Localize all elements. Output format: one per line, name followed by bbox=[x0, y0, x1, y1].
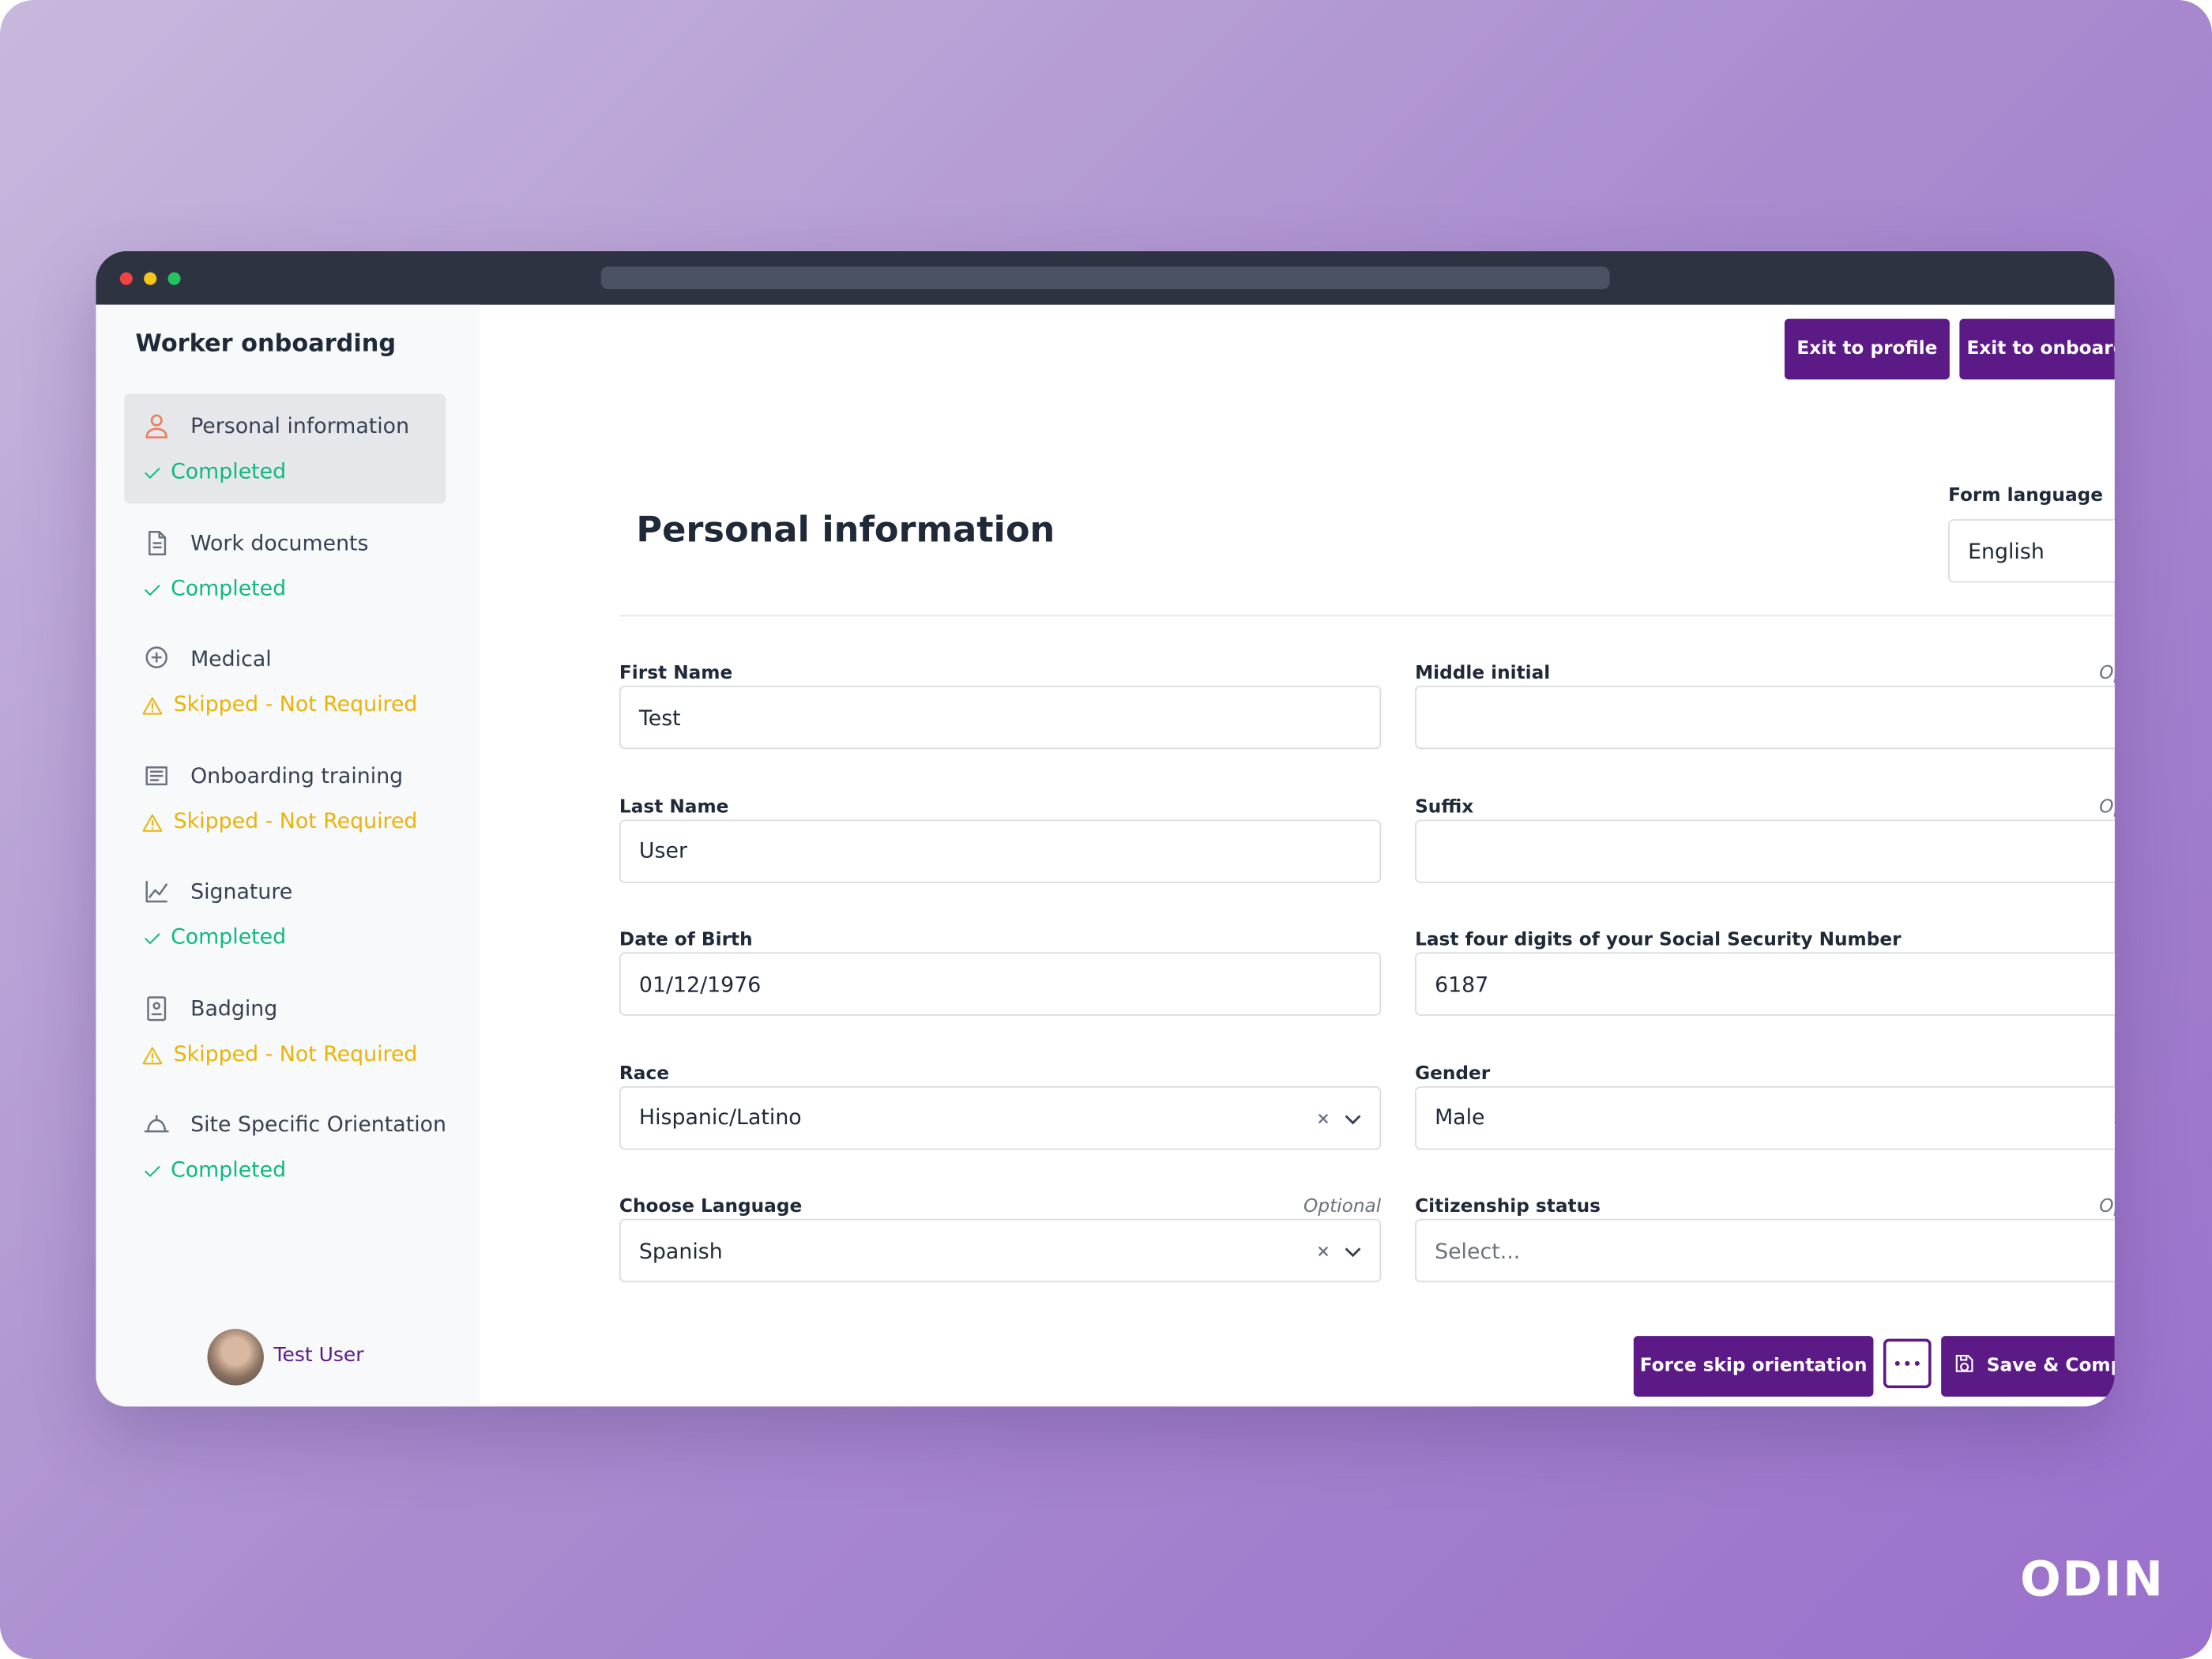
clear[interactable] bbox=[1315, 1104, 1331, 1138]
optional-note: Optional bbox=[2099, 663, 2115, 685]
select[interactable]: Male bbox=[1415, 1085, 2115, 1149]
field-label: Suffix bbox=[1415, 796, 1474, 818]
step-status: Completed bbox=[171, 458, 287, 484]
field-value: Hispanic/Latino bbox=[638, 1104, 802, 1130]
save-button[interactable]: Save & Complete bbox=[1941, 1336, 2115, 1397]
active-step bbox=[124, 393, 446, 504]
select[interactable]: Spanish bbox=[619, 1218, 1382, 1283]
field-label: Middle initial bbox=[1415, 663, 1551, 685]
header-button[interactable]: Exit to onboardings bbox=[1959, 318, 2115, 380]
step-status: Completed bbox=[171, 574, 287, 600]
header-button[interactable]: Exit to profile bbox=[1784, 318, 1950, 380]
step-status: Skipped - Not Required bbox=[173, 807, 418, 833]
step-icon bbox=[142, 412, 171, 446]
chevron bbox=[1343, 1104, 1363, 1138]
text-input[interactable]: 01/12/1976 bbox=[619, 952, 1382, 1016]
language-select[interactable]: English bbox=[1948, 519, 2115, 583]
browser-window: Worker onboarding Personal information Com… bbox=[96, 250, 2115, 1407]
step-label: Work documents bbox=[190, 529, 369, 555]
field-label: Race bbox=[619, 1063, 669, 1085]
field-label: First Name bbox=[619, 663, 733, 685]
step-status: Completed bbox=[171, 924, 287, 950]
placeholder: Select... bbox=[1435, 1237, 1521, 1264]
save-icon bbox=[1954, 1352, 1976, 1379]
step-label: Site Specific Orientation bbox=[190, 1112, 447, 1138]
text-input[interactable] bbox=[1415, 685, 2115, 750]
status-icon bbox=[141, 1044, 164, 1070]
step-status: Skipped - Not Required bbox=[173, 690, 418, 717]
field-value: Male bbox=[1435, 1104, 1485, 1130]
step-icon bbox=[142, 645, 171, 679]
text-input[interactable]: User bbox=[619, 818, 1382, 882]
user-name[interactable]: Test User bbox=[273, 1344, 364, 1367]
status-icon bbox=[141, 811, 164, 838]
step-icon bbox=[142, 1110, 171, 1144]
status-icon bbox=[141, 578, 164, 605]
clear[interactable] bbox=[1315, 1237, 1331, 1271]
avatar bbox=[207, 1329, 264, 1386]
language-value: English bbox=[1968, 538, 2045, 564]
step-label: Badging bbox=[190, 995, 278, 1021]
status-icon bbox=[141, 1161, 164, 1187]
status-icon bbox=[141, 694, 164, 721]
step-icon bbox=[142, 761, 171, 795]
status-icon bbox=[141, 927, 164, 954]
step-label: Personal information bbox=[190, 413, 410, 439]
divider bbox=[619, 615, 2115, 617]
title-bar bbox=[96, 250, 2115, 305]
text-input[interactable]: Test bbox=[619, 685, 1382, 750]
step-icon bbox=[142, 994, 171, 1028]
brand: ODIN bbox=[2020, 1552, 2165, 1608]
step-label: Onboarding training bbox=[190, 762, 404, 788]
dot bbox=[167, 272, 181, 285]
step-icon bbox=[142, 529, 171, 562]
action-button[interactable]: Force skip orientation bbox=[1633, 1336, 1874, 1397]
clear[interactable] bbox=[2110, 1104, 2115, 1138]
field-value: Test bbox=[638, 704, 681, 731]
select[interactable]: Select... bbox=[1415, 1218, 2115, 1283]
field-value: User bbox=[638, 837, 688, 863]
step-status: Completed bbox=[171, 1157, 287, 1183]
dot bbox=[119, 272, 133, 285]
field-label: Last four digits of your Social Security… bbox=[1415, 929, 1902, 951]
field-label: Citizenship status bbox=[1415, 1196, 1601, 1218]
text-input[interactable] bbox=[1415, 818, 2115, 882]
step-label: Medical bbox=[190, 645, 272, 672]
chevron bbox=[1343, 1237, 1363, 1271]
optional-note: Optional bbox=[1304, 1196, 1382, 1218]
sidebar: Worker onboarding Personal information Com… bbox=[96, 304, 480, 1407]
language-label: Form language bbox=[1948, 485, 2103, 507]
field-label: Last Name bbox=[619, 796, 729, 818]
form-title: Personal information bbox=[636, 509, 1055, 551]
status-icon bbox=[141, 462, 164, 489]
field-value: Spanish bbox=[638, 1237, 723, 1264]
field-value: 6187 bbox=[1435, 971, 1489, 997]
dot bbox=[144, 272, 157, 285]
field-label: Date of Birth bbox=[619, 929, 753, 951]
step-label: Signature bbox=[190, 878, 293, 905]
address-bar bbox=[600, 266, 1610, 290]
select[interactable]: Hispanic/Latino bbox=[619, 1085, 1382, 1149]
save-label: Save & Complete bbox=[1986, 1356, 2115, 1377]
field-label: Gender bbox=[1415, 1063, 1491, 1085]
step-status: Skipped - Not Required bbox=[173, 1040, 418, 1066]
text-input[interactable]: 6187 bbox=[1415, 952, 2115, 1016]
field-value: 01/12/1976 bbox=[638, 971, 762, 997]
more-button[interactable] bbox=[1883, 1338, 1932, 1389]
step-icon bbox=[142, 878, 171, 912]
sidebar-title: Worker onboarding bbox=[135, 329, 397, 359]
optional-note: Optional bbox=[2099, 1196, 2115, 1218]
optional-note: Optional bbox=[2099, 796, 2115, 818]
field-label: Choose Language bbox=[619, 1196, 803, 1218]
